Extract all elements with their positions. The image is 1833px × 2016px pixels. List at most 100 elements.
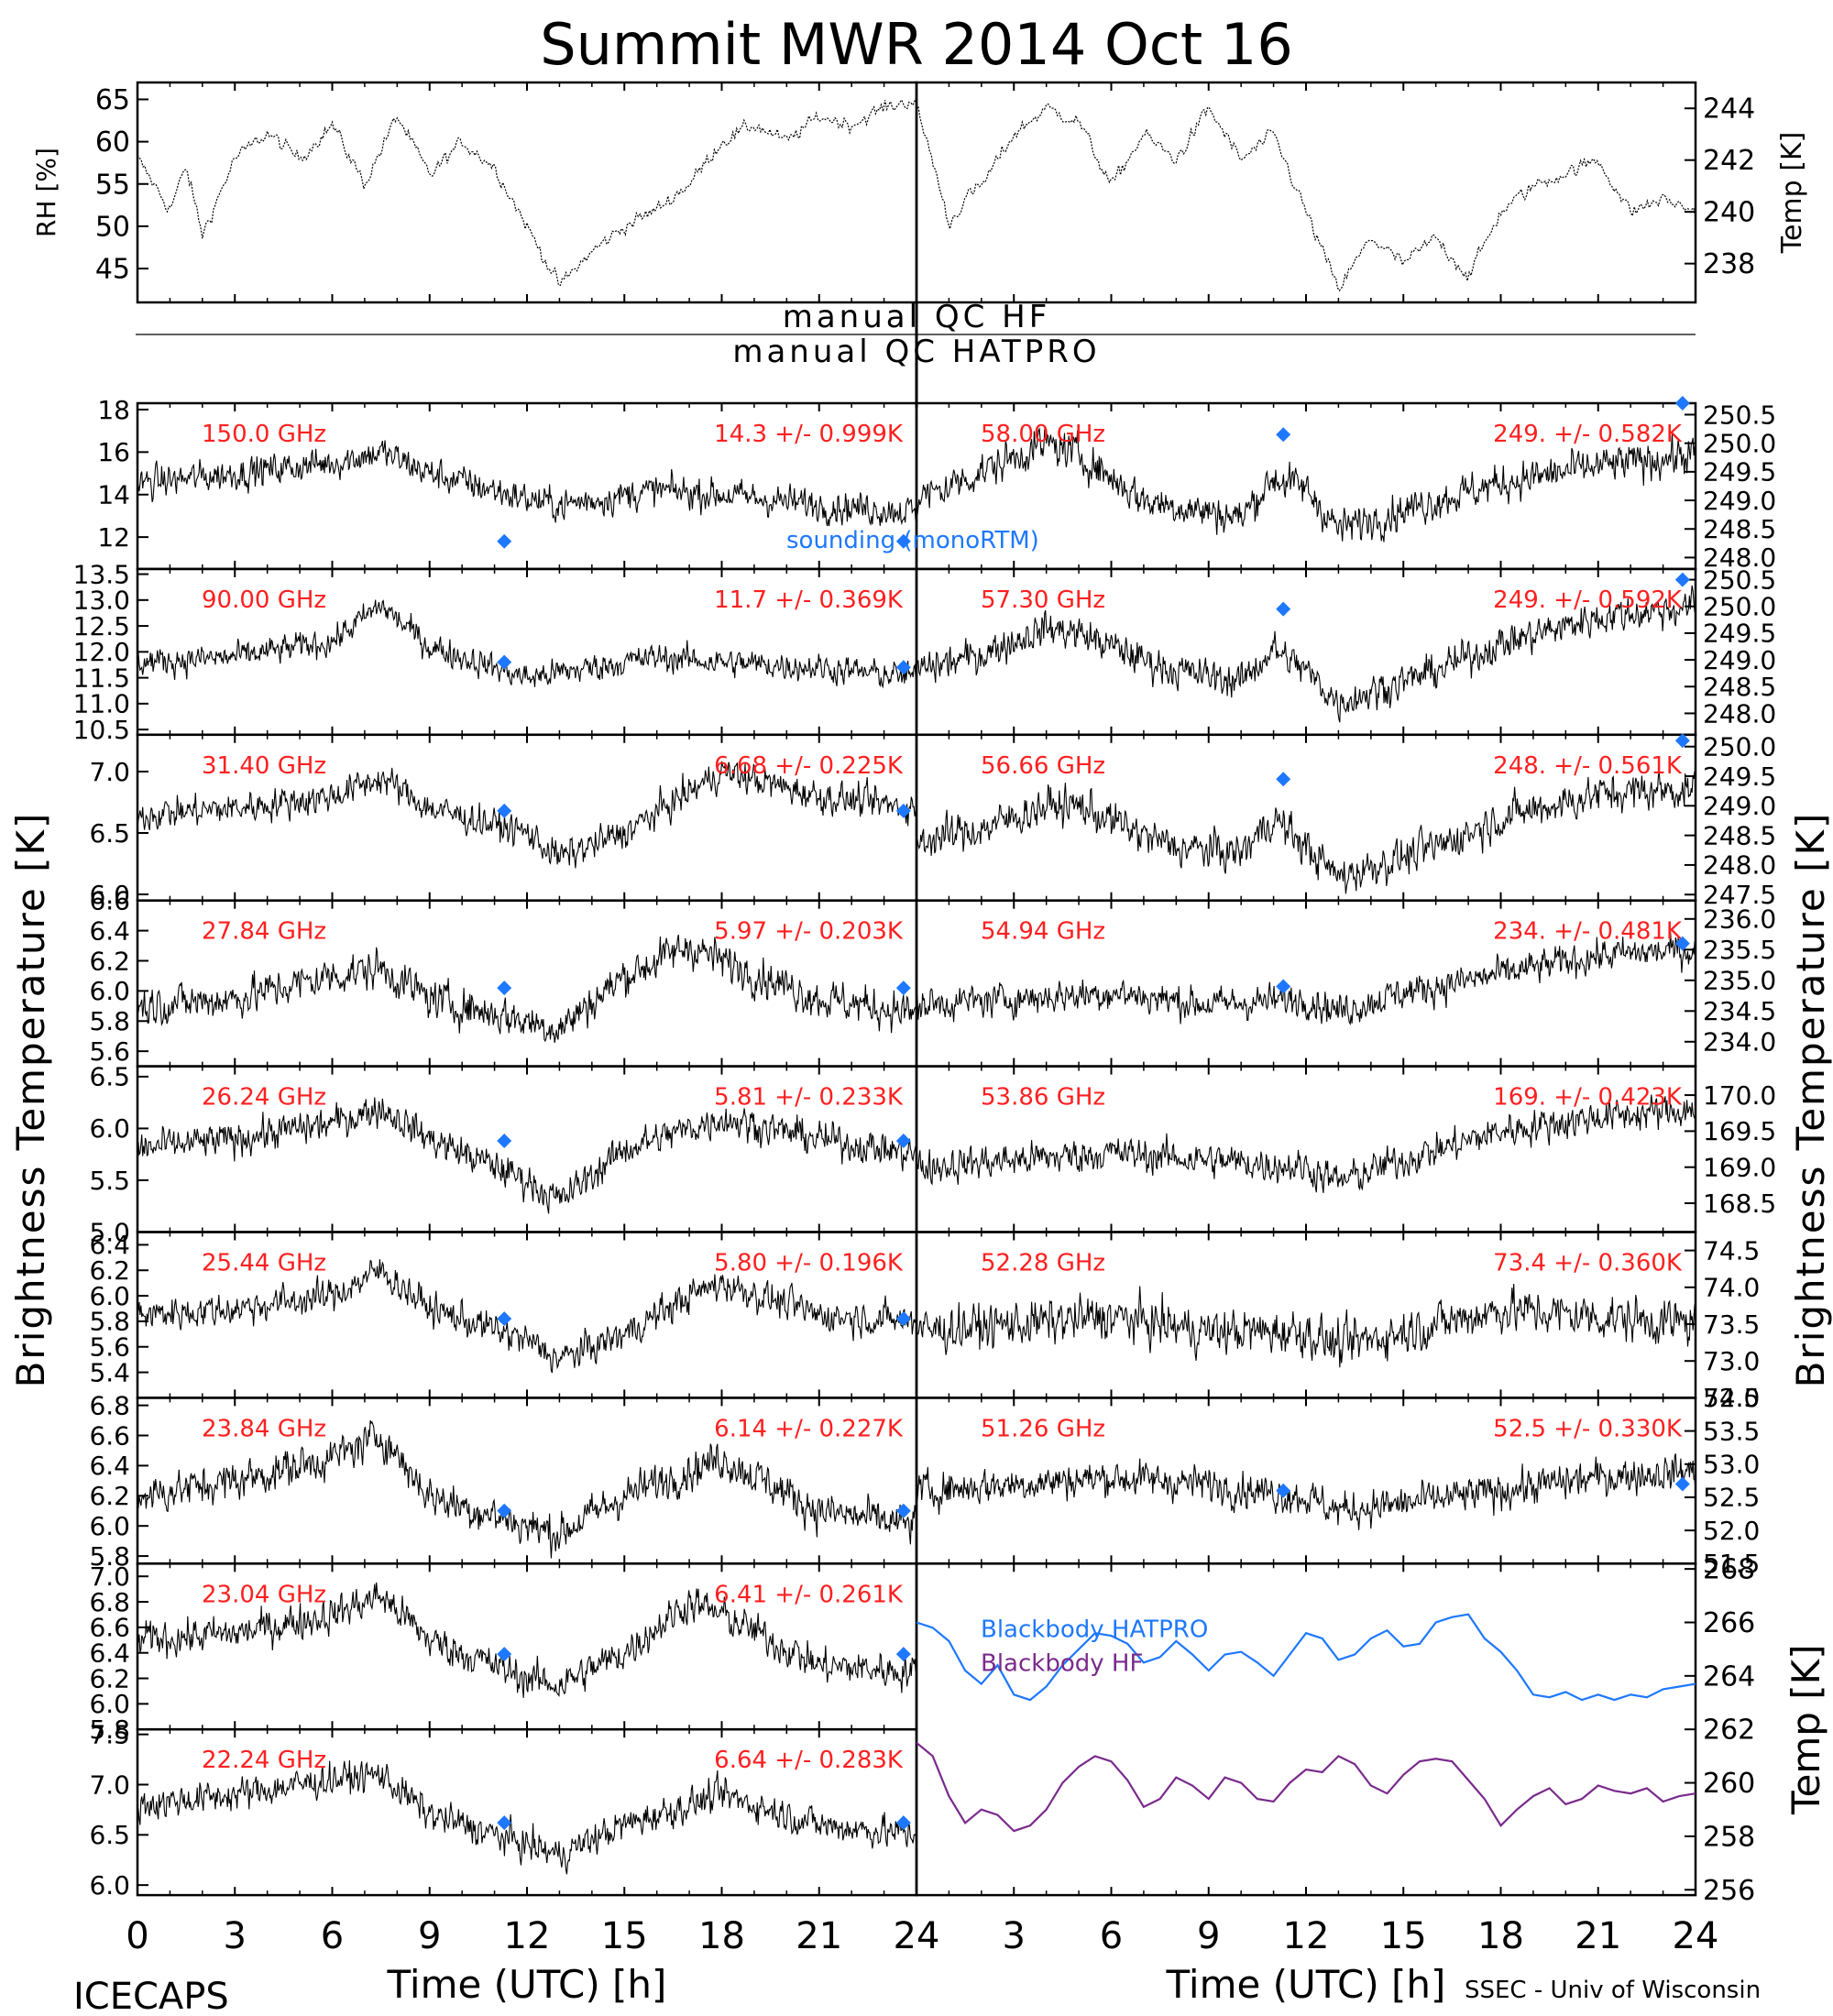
bt-trace	[137, 1259, 917, 1374]
stat-label: 5.97 +/- 0.203K	[714, 918, 904, 946]
y-tick-label: 6.2	[89, 1255, 130, 1286]
x-tick-label: 21	[796, 1915, 842, 1957]
y-tick-label: 54.0	[1703, 1383, 1760, 1413]
frequency-label: 150.0 GHz	[202, 421, 326, 448]
bt-trace	[137, 1582, 917, 1698]
temp-trace	[916, 103, 1696, 292]
stat-label: 73.4 +/- 0.360K	[1493, 1250, 1683, 1277]
blackbody-hatpro-legend: Blackbody HATPRO	[981, 1616, 1208, 1643]
x-tick-label: 15	[1380, 1915, 1427, 1957]
x-tick-label: 12	[504, 1915, 551, 1957]
y-tick-label: 6.0	[89, 1689, 130, 1719]
bt-trace	[137, 934, 917, 1043]
y-tick-label: 250.0	[1703, 732, 1776, 762]
frequency-label: 90.00 GHz	[202, 586, 326, 614]
y-tick-label: 258	[1703, 1821, 1755, 1853]
rh-trace	[137, 96, 917, 286]
y-tick-label: 45	[95, 254, 130, 286]
y-tick-label: 249.5	[1703, 761, 1776, 792]
frequency-label: 27.84 GHz	[202, 918, 326, 946]
y-tick-label: 5.4	[89, 1357, 130, 1387]
y-tick-label: 249.5	[1703, 457, 1776, 488]
y-tick-label: 248.5	[1703, 514, 1776, 544]
y-tick-label: 236.0	[1703, 904, 1776, 935]
x-tick-label: 21	[1575, 1915, 1621, 1957]
sounding-marker	[1674, 396, 1690, 411]
sounding-marker	[895, 1134, 911, 1149]
sounding-marker	[497, 654, 512, 670]
x-tick-label: 3	[1003, 1915, 1026, 1957]
bt-trace	[137, 1097, 917, 1214]
stat-label: 249. +/- 0.592K	[1493, 586, 1683, 614]
y-tick-label: 18	[97, 395, 130, 425]
y-tick-label: 5.6	[89, 1332, 130, 1363]
y-tick-label: 5.8	[89, 1006, 130, 1036]
frequency-label: 23.04 GHz	[202, 1581, 326, 1608]
sounding-marker	[1674, 572, 1690, 587]
y-tick-label: 262	[1703, 1715, 1755, 1747]
y-tick-label: 5.5	[89, 1166, 130, 1196]
y-tick-label: 7.0	[89, 757, 130, 787]
y-tick-label: 240	[1703, 197, 1755, 229]
y-tick-label: 50	[95, 211, 130, 243]
bt-trace	[916, 1453, 1696, 1530]
y-tick-label: 12	[97, 522, 130, 553]
sounding-marker	[1276, 601, 1291, 617]
bt-trace	[137, 761, 917, 869]
y-tick-label: 6.0	[89, 1511, 130, 1541]
rh-axis-label: RH [%]	[31, 148, 61, 237]
y-tick-label: 5.8	[89, 1715, 130, 1745]
y-tick-label: 250.5	[1703, 400, 1776, 430]
y-tick-label: 260	[1703, 1768, 1755, 1800]
stat-label: 6.64 +/- 0.283K	[714, 1747, 904, 1774]
sounding-marker	[1276, 772, 1291, 787]
y-tick-label: 16	[97, 437, 130, 467]
frequency-label: 25.44 GHz	[202, 1250, 326, 1277]
y-tick-label: 5.8	[89, 1307, 130, 1337]
y-tick-label: 6.0	[89, 880, 130, 910]
y-tick-label: 244	[1703, 93, 1755, 126]
y-tick-label: 6.8	[89, 1587, 130, 1617]
stat-label: 6.41 +/- 0.261K	[714, 1581, 904, 1608]
bt-trace	[916, 427, 1696, 542]
y-tick-label: 6.2	[89, 1481, 130, 1511]
sounding-marker	[497, 1134, 512, 1149]
y-tick-label: 6.0	[89, 1113, 130, 1144]
blackbody-hatpro-line	[916, 1613, 1696, 1702]
y-tick-label: 13.0	[73, 586, 130, 616]
y-tick-label: 250.0	[1703, 592, 1776, 622]
stat-label: 5.80 +/- 0.196K	[714, 1250, 904, 1277]
sounding-marker	[895, 803, 911, 818]
sounding-legend: sounding (monoRTM)	[786, 527, 1039, 554]
y-tick-label: 53.0	[1703, 1450, 1760, 1480]
sounding-marker	[497, 1647, 512, 1662]
y-tick-label: 247.5	[1703, 880, 1776, 910]
stat-label: 11.7 +/- 0.369K	[714, 586, 904, 614]
frequency-label: 51.26 GHz	[981, 1415, 1105, 1442]
y-tick-label: 52.0	[1703, 1516, 1760, 1546]
stat-label: 6.14 +/- 0.227K	[714, 1415, 904, 1442]
y-tick-label: 266	[1703, 1607, 1755, 1639]
y-tick-label: 11.0	[73, 689, 130, 719]
y-tick-label: 248.0	[1703, 850, 1776, 881]
y-tick-label: 248.5	[1703, 672, 1776, 702]
y-tick-label: 242	[1703, 145, 1755, 177]
x-tick-label: 6	[321, 1915, 344, 1957]
sounding-marker	[1276, 979, 1291, 994]
y-tick-label: 6.6	[89, 886, 130, 916]
sounding-marker	[895, 1815, 911, 1831]
stat-label: 6.68 +/- 0.225K	[714, 752, 904, 780]
y-tick-label: 234.5	[1703, 996, 1776, 1026]
sounding-marker	[895, 533, 911, 549]
y-tick-label: 248.0	[1703, 698, 1776, 729]
sounding-marker	[497, 981, 512, 996]
y-tick-label: 248.0	[1703, 542, 1776, 573]
y-tick-label: 10.5	[73, 715, 130, 745]
y-tick-label: 6.2	[89, 1663, 130, 1693]
frequency-label: 52.28 GHz	[981, 1250, 1105, 1277]
y-tick-label: 6.0	[89, 1870, 130, 1901]
frequency-label: 58.00 GHz	[981, 421, 1105, 448]
y-tick-label: 249.0	[1703, 645, 1776, 675]
sounding-marker	[1276, 1483, 1291, 1498]
bt-trace	[137, 599, 917, 689]
